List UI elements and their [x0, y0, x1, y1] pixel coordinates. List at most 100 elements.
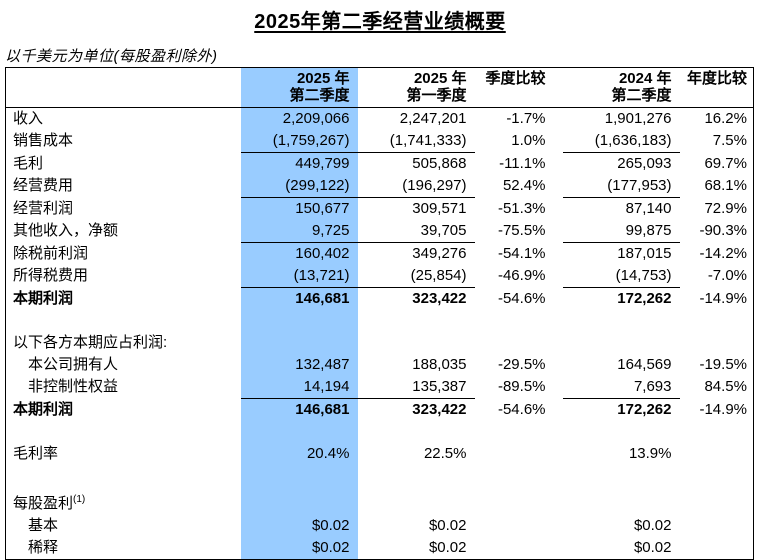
cell-qoq-change: -54.6%: [497, 400, 546, 418]
row-label: 其他收入，净额: [13, 222, 119, 240]
cell-yoy-change: -14.2%: [699, 244, 747, 262]
cell-q2-2024: (14,753): [562, 265, 680, 288]
column-header-q2-2025: 2025 年第二季度: [240, 67, 358, 108]
cell-yoy-change: 68.1%: [704, 177, 747, 195]
cell-q1-2025: [358, 332, 475, 354]
cell-qoq-change: -51.3%: [497, 199, 546, 217]
cell-q2-2025: $0.02: [240, 537, 358, 560]
cell-q2-2024: (1,636,183): [562, 130, 680, 153]
cell-q2-2024: 187,015: [617, 245, 672, 262]
cell-q2-2024: 1,901,276: [604, 110, 672, 127]
cell-qoq-change: [475, 443, 563, 465]
cell-qoq-change: [475, 332, 563, 354]
financial-summary-table: 2025 年第二季度 2025 年第一季度 季度比较 2024 年第二季度 年度比较 收…: [5, 67, 754, 560]
cell-q1-2025: 323,422: [412, 401, 467, 418]
row-label: 每股盈利(1): [13, 494, 86, 513]
cell-qoq-change: [475, 537, 563, 560]
table-row: 经营费用 (299,122) (196,297) 52.4% (177,953) 68.1…: [6, 175, 754, 198]
table-row: 除税前利润 160,402 349,276 -54.1% 187,015 -14.2%: [6, 242, 754, 265]
cell-q1-2025: (25,854): [357, 265, 475, 288]
row-label: [6, 465, 241, 493]
cell-q2-2025: (299,122): [240, 175, 358, 198]
table-header: 2025 年第二季度 2025 年第一季度 季度比较 2024 年第二季度 年度比较: [5, 67, 754, 108]
cell-q1-2025: [358, 310, 475, 332]
cell-q2-2024: 164,569: [617, 356, 672, 373]
cell-qoq-change: [475, 465, 563, 493]
cell-yoy-change: -90.3%: [699, 222, 747, 240]
cell-yoy-change: -14.9%: [699, 289, 747, 307]
cell-q2-2025: [240, 465, 358, 493]
cell-yoy-change: [680, 465, 754, 493]
row-label: 经营利润: [13, 199, 74, 217]
row-label: 非控制性权益: [28, 378, 119, 396]
row-label: 经营费用: [13, 177, 74, 195]
cell-q2-2025: (1,759,267): [240, 130, 358, 153]
cell-q1-2025: $0.02: [428, 539, 467, 556]
cell-q2-2025: 150,677: [240, 197, 358, 220]
cell-q2-2024: [563, 493, 680, 515]
cell-yoy-change: 69.7%: [704, 154, 747, 172]
cell-qoq-change: -89.5%: [497, 378, 546, 396]
cell-yoy-change: [680, 443, 754, 465]
row-label: 以下各方本期应占利润:: [13, 334, 168, 351]
cell-q2-2024: [563, 310, 680, 332]
cell-q2-2024: 7,693: [562, 376, 680, 399]
cell-q2-2025: 449,799: [240, 152, 358, 175]
units-note: 以千美元为单位(每股盈利除外): [5, 48, 218, 65]
cell-yoy-change: [680, 332, 754, 354]
cell-q1-2025: [358, 421, 475, 443]
footnote-marker: (1): [73, 494, 86, 505]
cell-yoy-change: -14.9%: [699, 400, 747, 418]
table-row: 毛利率 20.4% 22.5% 13.9%: [6, 443, 754, 465]
cell-q2-2025: [240, 332, 358, 354]
cell-q1-2025: 505,868: [412, 155, 467, 172]
table-row: [6, 465, 754, 493]
cell-yoy-change: 16.2%: [704, 110, 747, 127]
cell-q2-2025: 20.4%: [240, 443, 358, 465]
cell-qoq-change: 52.4%: [502, 177, 546, 195]
cell-qoq-change: -11.1%: [499, 154, 546, 172]
cell-qoq-change: [475, 421, 563, 443]
cell-q2-2025: $0.02: [240, 515, 358, 537]
cell-yoy-change: 72.9%: [704, 199, 747, 217]
cell-q2-2024: $0.02: [633, 539, 672, 556]
cell-q2-2024: $0.02: [633, 517, 672, 534]
cell-q1-2025: 22.5%: [423, 445, 467, 462]
cell-q2-2025: (13,721): [240, 265, 358, 288]
row-label: [6, 310, 241, 332]
table-row: 本期利润 146,681 323,422 -54.6% 172,262 -14.9%: [6, 398, 754, 421]
cell-yoy-change: 84.5%: [704, 378, 747, 396]
table-row: 收入 2,209,066 2,247,201 -1.7% 1,901,276 16.2%: [6, 107, 754, 130]
table-row: 所得税费用 (13,721) (25,854) -46.9% (14,753) -7.0%: [6, 265, 754, 288]
cell-q1-2025: 309,571: [412, 200, 467, 217]
row-label: 稀释: [28, 539, 59, 556]
cell-q2-2025: 2,209,066: [240, 107, 358, 130]
row-label: 除税前利润: [13, 244, 89, 262]
cell-q2-2025: 146,681: [240, 398, 358, 421]
cell-q2-2024: (177,953): [562, 175, 680, 198]
column-header-q1-2025: 2025 年第一季度: [357, 67, 475, 108]
cell-yoy-change: [680, 515, 754, 537]
cell-q2-2025: 9,725: [240, 220, 358, 243]
cell-q2-2024: 172,262: [617, 401, 672, 418]
cell-q2-2025: [240, 310, 358, 332]
cell-qoq-change: -75.5%: [497, 222, 546, 240]
cell-q2-2025: [240, 421, 358, 443]
row-label: 收入: [13, 110, 44, 127]
cell-q1-2025: [358, 493, 475, 515]
column-header-row-label: [5, 67, 241, 108]
row-label: 本期利润: [13, 289, 74, 307]
cell-yoy-change: -7.0%: [707, 267, 747, 285]
cell-yoy-change: [680, 493, 754, 515]
row-label: 毛利率: [13, 445, 59, 462]
row-label: [6, 421, 241, 443]
table-row: 销售成本 (1,759,267) (1,741,333) 1.0% (1,636,183…: [6, 130, 754, 153]
cell-yoy-change: [680, 537, 754, 560]
table-row: 经营利润 150,677 309,571 -51.3% 87,140 72.9%: [6, 197, 754, 220]
row-label: 毛利: [13, 154, 44, 172]
cell-yoy-change: [680, 310, 754, 332]
row-label: 基本: [28, 517, 59, 534]
cell-q2-2025: [240, 493, 358, 515]
cell-q1-2025: $0.02: [428, 517, 467, 534]
